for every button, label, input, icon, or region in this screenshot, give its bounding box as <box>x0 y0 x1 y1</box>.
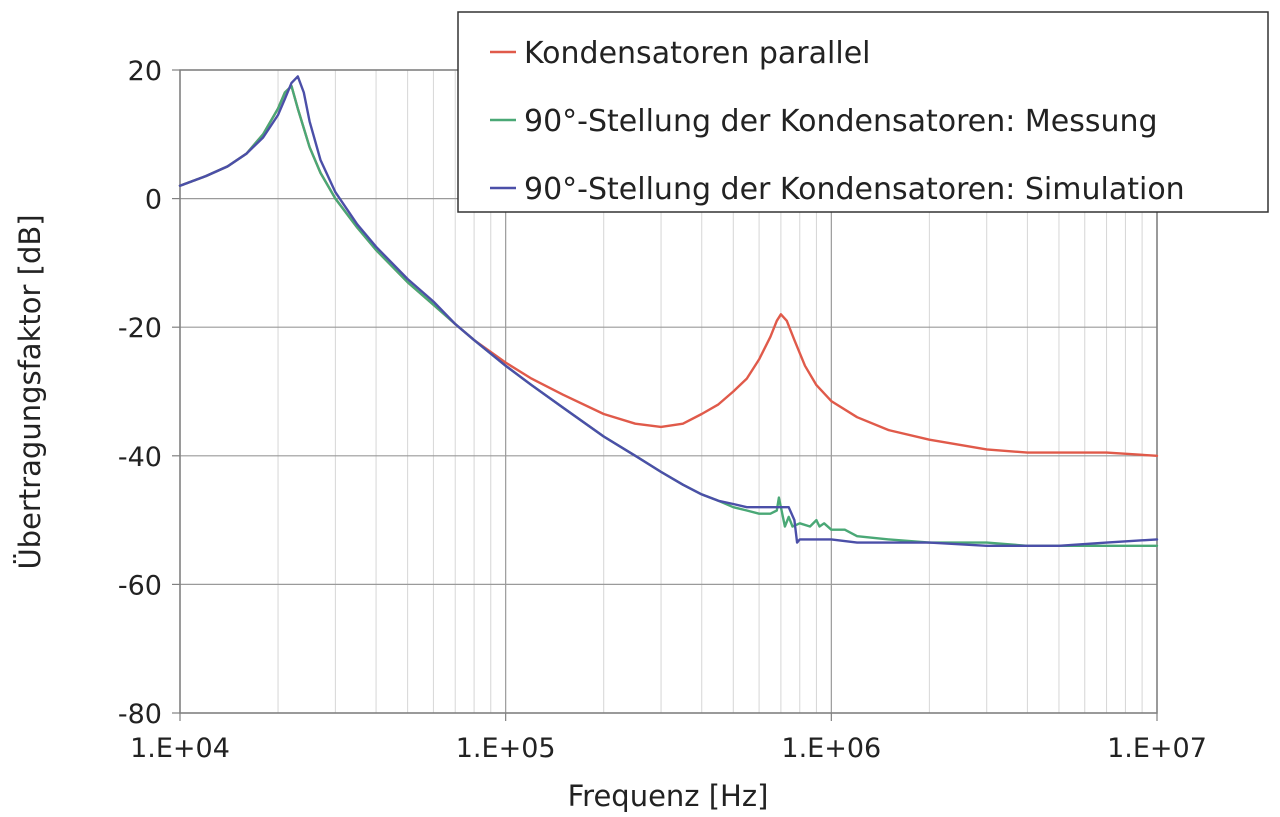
legend-label-3: 90°-Stellung der Kondensatoren: Simulati… <box>524 172 1185 207</box>
legend-box <box>457 11 1269 213</box>
y-tick-label: -20 <box>118 313 162 344</box>
y-tick-label: -80 <box>118 699 162 730</box>
x-tick-labels: 1.E+04 1.E+05 1.E+06 1.E+07 <box>130 713 1207 764</box>
y-tick-label: -60 <box>118 570 162 601</box>
x-axis-title: Frequenz [Hz] <box>568 779 769 813</box>
legend-label-1: Kondensatoren parallel <box>524 36 870 71</box>
x-tick-label: 1.E+05 <box>456 733 556 764</box>
y-tick-labels: 20 0 -20 -40 -60 -80 <box>118 56 180 730</box>
x-tick-label: 1.E+07 <box>1107 733 1207 764</box>
series-lines <box>178 75 1159 547</box>
y-tick-label: 20 <box>128 56 162 87</box>
y-tick-label: -40 <box>118 442 162 473</box>
legend: Kondensatoren parallel 90°-Stellung der K… <box>457 11 1269 213</box>
series-line-3 <box>178 75 1159 547</box>
x-tick-label: 1.E+06 <box>781 733 881 764</box>
x-tick-label: 1.E+04 <box>130 733 230 764</box>
y-tick-label: 0 <box>145 185 162 216</box>
legend-label-2: 90°-Stellung der Kondensatoren: Messung <box>524 104 1158 139</box>
y-axis-title: Übertragungsfaktor [dB] <box>13 214 47 569</box>
